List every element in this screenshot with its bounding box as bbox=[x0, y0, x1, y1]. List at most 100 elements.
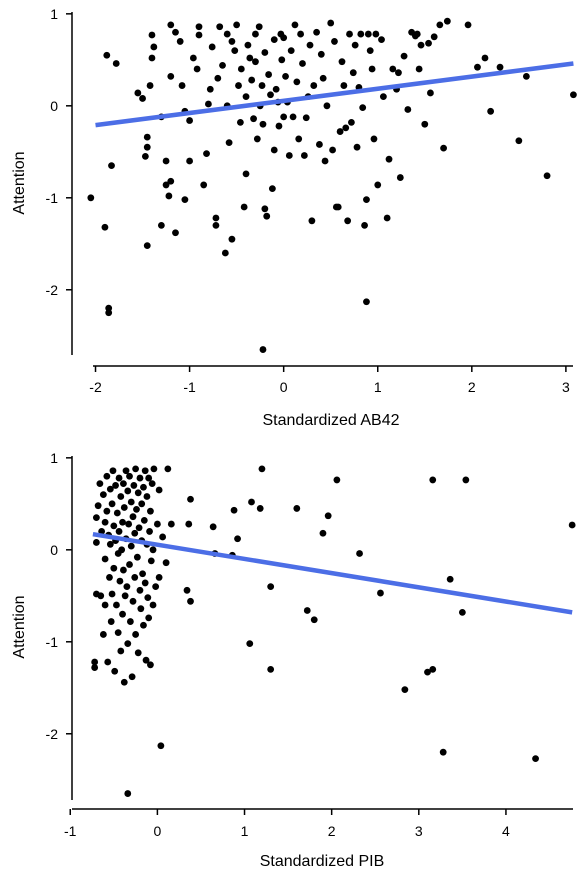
data-point bbox=[148, 480, 156, 487]
y-tick-label: 1 bbox=[50, 6, 58, 22]
data-point bbox=[209, 523, 217, 531]
data-point bbox=[252, 30, 259, 38]
data-point bbox=[462, 476, 470, 484]
data-point bbox=[242, 93, 250, 101]
data-point bbox=[267, 91, 274, 99]
data-point bbox=[148, 31, 156, 39]
points-layer bbox=[87, 17, 577, 353]
data-point bbox=[430, 33, 438, 41]
y-tick-label: -1 bbox=[46, 634, 59, 650]
data-point bbox=[91, 664, 99, 671]
data-point bbox=[187, 495, 194, 503]
data-point bbox=[319, 74, 327, 82]
data-point bbox=[230, 506, 238, 514]
data-point bbox=[103, 507, 111, 515]
data-point bbox=[417, 41, 425, 49]
data-point bbox=[193, 65, 201, 73]
data-point bbox=[267, 665, 275, 673]
data-point bbox=[120, 678, 128, 686]
data-point bbox=[287, 47, 295, 55]
data-point bbox=[364, 30, 372, 38]
data-point bbox=[219, 61, 226, 69]
data-point bbox=[147, 661, 154, 669]
data-point bbox=[162, 559, 170, 567]
data-point bbox=[214, 74, 222, 82]
data-point bbox=[181, 196, 189, 204]
data-point bbox=[515, 137, 523, 145]
data-point bbox=[349, 69, 357, 77]
data-point bbox=[396, 174, 404, 181]
data-point bbox=[87, 194, 95, 202]
data-point bbox=[268, 185, 276, 192]
data-point bbox=[223, 30, 231, 38]
data-point bbox=[124, 790, 132, 797]
data-point bbox=[126, 561, 133, 568]
data-point bbox=[401, 686, 409, 694]
data-point bbox=[270, 146, 278, 154]
data-point bbox=[377, 589, 384, 597]
data-point bbox=[338, 58, 346, 66]
panel-ab42: 1 0 -1 -2 -2 -1 0 1 2 3 Attention Standardized A… bbox=[11, 6, 577, 429]
data-point bbox=[108, 590, 116, 598]
x-tick-label: 3 bbox=[415, 823, 423, 839]
data-point bbox=[124, 640, 132, 648]
data-point bbox=[136, 474, 144, 482]
data-point bbox=[425, 39, 432, 47]
data-point bbox=[265, 71, 273, 78]
data-point bbox=[233, 21, 241, 29]
x-axis-title: Standardized AB42 bbox=[263, 412, 400, 429]
data-point bbox=[128, 673, 136, 681]
data-point bbox=[250, 115, 257, 123]
data-point bbox=[225, 139, 233, 147]
data-point bbox=[522, 72, 530, 80]
data-point bbox=[146, 528, 153, 535]
data-point bbox=[458, 608, 466, 616]
data-point bbox=[481, 54, 489, 62]
data-point bbox=[436, 21, 444, 29]
data-point bbox=[357, 30, 365, 38]
data-point bbox=[136, 586, 144, 594]
data-point bbox=[205, 100, 212, 108]
data-point bbox=[106, 574, 113, 581]
data-point bbox=[140, 516, 148, 524]
data-point bbox=[259, 120, 267, 128]
data-point bbox=[385, 155, 393, 163]
data-point bbox=[92, 539, 100, 546]
y-tick-label: 0 bbox=[50, 98, 58, 114]
data-point bbox=[120, 504, 128, 511]
trend-line bbox=[92, 531, 573, 615]
data-point bbox=[146, 82, 154, 89]
data-point bbox=[372, 30, 380, 38]
data-point bbox=[103, 472, 111, 480]
data-point bbox=[145, 474, 153, 482]
data-point bbox=[186, 157, 193, 165]
data-point bbox=[101, 601, 109, 609]
data-point bbox=[353, 143, 361, 151]
x-tick-label: 3 bbox=[562, 379, 570, 395]
x-tick-label: 2 bbox=[328, 823, 336, 839]
data-point bbox=[293, 78, 301, 86]
data-point bbox=[336, 128, 344, 135]
data-point bbox=[134, 649, 142, 657]
data-point bbox=[570, 91, 577, 99]
data-point bbox=[120, 480, 127, 487]
data-point bbox=[101, 518, 109, 526]
data-point bbox=[157, 742, 165, 750]
x-tick-label: 1 bbox=[241, 823, 249, 839]
data-point bbox=[389, 65, 397, 73]
data-point bbox=[246, 54, 254, 62]
data-point bbox=[129, 513, 137, 521]
data-point bbox=[119, 610, 126, 618]
data-point bbox=[127, 542, 135, 550]
data-point bbox=[122, 467, 130, 475]
data-point bbox=[297, 30, 304, 38]
data-point bbox=[186, 117, 193, 124]
data-point bbox=[333, 476, 341, 484]
data-point bbox=[237, 65, 245, 73]
data-point bbox=[133, 553, 141, 561]
data-point bbox=[383, 214, 391, 222]
data-point bbox=[319, 529, 327, 537]
data-point bbox=[206, 85, 214, 93]
data-point bbox=[165, 192, 173, 200]
data-point bbox=[342, 124, 350, 132]
